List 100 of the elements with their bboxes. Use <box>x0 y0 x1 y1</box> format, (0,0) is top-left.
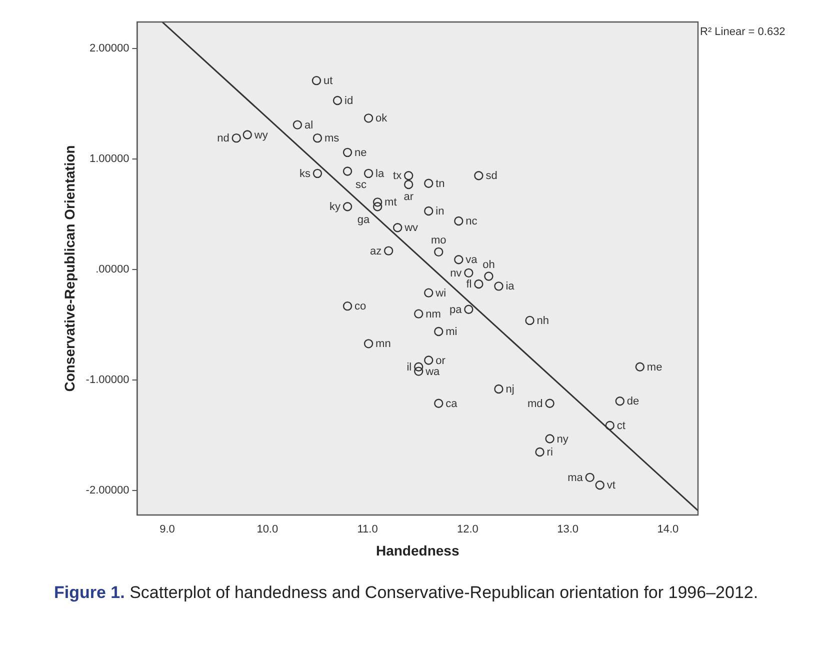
point <box>414 362 424 372</box>
data-label: de <box>626 396 640 408</box>
point <box>364 114 374 123</box>
point <box>434 398 444 408</box>
x-tick-label: 12.0 <box>456 524 478 536</box>
point <box>605 420 614 430</box>
data-label: ny <box>556 433 569 446</box>
point <box>585 472 594 482</box>
data-label: al <box>304 119 314 132</box>
data-label: tn <box>436 178 445 190</box>
point <box>464 304 474 314</box>
y-tick-label: -2.00000 <box>86 484 130 497</box>
point <box>474 279 484 289</box>
data-label: nv <box>450 267 462 280</box>
point <box>372 202 382 212</box>
point <box>342 301 352 311</box>
data-label: ky <box>330 201 342 214</box>
x-axis-title: Handedness <box>376 542 460 558</box>
point <box>464 268 474 278</box>
point <box>404 180 414 190</box>
data-label: ks <box>299 168 311 180</box>
data-label: md <box>528 398 543 410</box>
point <box>232 133 241 143</box>
point <box>595 480 604 490</box>
data-label: wy <box>253 129 268 142</box>
point <box>424 178 434 188</box>
x-tick-label: 9.0 <box>160 524 175 536</box>
data-label: az <box>370 245 382 258</box>
data-label: nh <box>536 314 550 327</box>
data-label: il <box>406 361 412 374</box>
point <box>474 171 484 180</box>
data-label: mi <box>446 326 458 338</box>
point <box>454 216 464 226</box>
data-label: ma <box>568 472 584 484</box>
point <box>494 282 504 291</box>
data-label: la <box>376 168 385 180</box>
data-label: sd <box>486 170 498 182</box>
y-tick-label: 1.00000 <box>89 153 130 166</box>
data-label: ga <box>357 214 370 226</box>
data-label: ct <box>616 420 626 432</box>
point <box>342 166 352 176</box>
point <box>525 316 534 326</box>
point <box>424 356 434 365</box>
point <box>342 202 352 212</box>
point <box>424 288 434 298</box>
data-label: ut <box>323 75 333 88</box>
caption: Figure 1. <box>54 583 125 602</box>
point <box>312 133 322 143</box>
data-label: or <box>436 354 446 367</box>
data-label: co <box>354 300 366 313</box>
point <box>372 198 382 207</box>
text: R² Linear = 0.632 <box>700 26 786 38</box>
point <box>545 434 554 444</box>
data-label: me <box>646 361 662 374</box>
data-label: pa <box>449 304 463 316</box>
y-tick-label: .00000 <box>96 264 130 276</box>
point <box>434 247 444 257</box>
data-label: ri <box>546 446 553 459</box>
data-label: nc <box>466 216 478 228</box>
y-axis-title: Conservative-Republican Orientation <box>61 145 78 392</box>
point <box>342 148 352 158</box>
point <box>635 362 645 372</box>
data-label: sc <box>356 178 368 191</box>
point <box>392 223 402 232</box>
data-label: in <box>436 206 444 218</box>
data-label: ne <box>354 146 367 159</box>
data-label: ar <box>404 191 414 204</box>
data-label: ia <box>506 280 516 293</box>
point <box>545 398 554 408</box>
data-label: mn <box>376 338 391 350</box>
data-label: id <box>344 95 354 108</box>
data-label: wa <box>424 366 441 378</box>
data-label: mo <box>431 234 446 246</box>
x-tick-label: 11.0 <box>357 524 378 536</box>
point <box>414 309 424 318</box>
data-label: oh <box>482 258 495 271</box>
text: Scatterplot of handedness and Conservative-Republican orientation for 1996–2012. <box>130 583 758 602</box>
data-label: mt <box>384 196 397 209</box>
data-label: wi <box>434 287 446 300</box>
point <box>454 255 464 264</box>
point <box>364 168 374 178</box>
data-label: ca <box>446 398 458 410</box>
y-tick-label: 2.00000 <box>89 42 130 55</box>
point <box>404 171 414 180</box>
data-label: va <box>466 254 478 266</box>
point <box>242 130 252 140</box>
point <box>535 447 544 457</box>
data-label: ms <box>324 132 340 145</box>
x-tick-label: 14.0 <box>657 524 679 536</box>
point <box>434 326 444 336</box>
y-tick-label: -1.00000 <box>86 374 130 386</box>
data-label: vt <box>606 480 616 492</box>
data-label: nd <box>217 132 230 145</box>
point <box>312 168 322 178</box>
point <box>384 246 394 256</box>
data-label: wv <box>404 222 419 234</box>
data-label: nm <box>426 308 441 320</box>
point <box>292 120 302 130</box>
data-label: fl <box>466 278 472 291</box>
point <box>615 396 624 406</box>
